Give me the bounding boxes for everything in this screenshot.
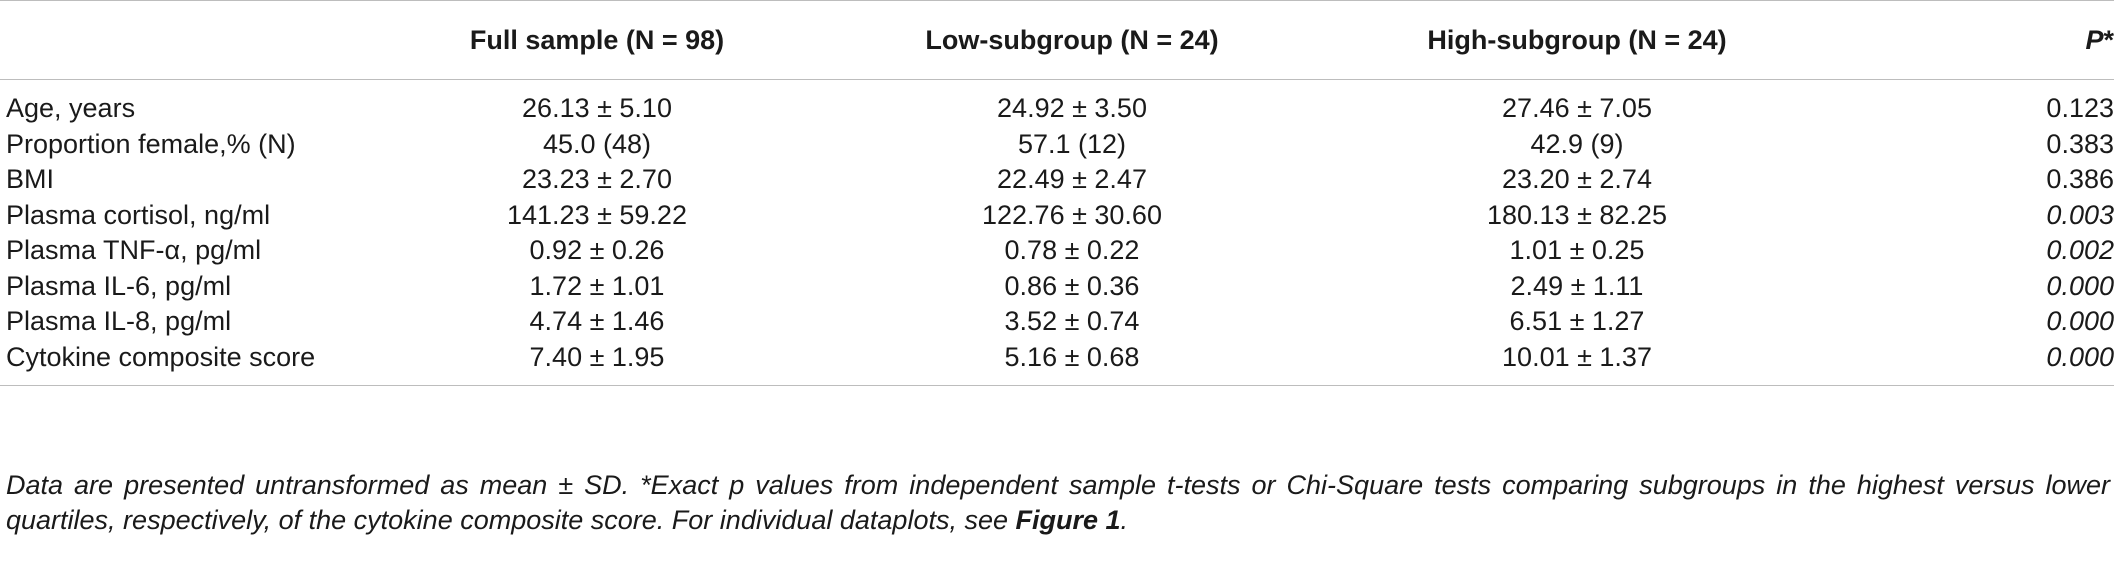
header-p-value: P* <box>1812 0 2114 80</box>
header-full-sample: Full sample (N = 98) <box>392 0 802 80</box>
table-header-row: Full sample (N = 98) Low-subgroup (N = 2… <box>0 0 2114 80</box>
cell-low-subgroup: 0.78 ± 0.22 <box>1004 235 1140 266</box>
cell-high-subgroup: 10.01 ± 1.37 <box>1342 339 1812 386</box>
header-label <box>0 0 392 80</box>
footnote-text: Data are presented untransformed as mean… <box>6 470 2110 535</box>
header-low-subgroup: Low-subgroup (N = 24) <box>802 0 1342 80</box>
cell-low-subgroup: 22.49 ± 2.47 <box>997 164 1147 195</box>
cell-full-sample: 26.13 ± 5.10 <box>522 93 672 124</box>
table-row: Proportion female,% (N) 45.0 (48) 57.1 (12… <box>0 127 2114 163</box>
cell-p-value: 0.003 <box>2046 199 2114 230</box>
table-row: Age, years 26.13 ± 5.10 24.92 ± 3.50 27.46 … <box>0 80 2114 127</box>
cell-high-subgroup: 1.01 ± 0.25 <box>1509 235 1645 266</box>
table-body: Age, years 26.13 ± 5.10 24.92 ± 3.50 27.46 … <box>0 80 2114 386</box>
cell-high-subgroup: 180.13 ± 82.25 <box>1487 199 1667 230</box>
footnote-figure-link[interactable]: Figure 1 <box>1015 505 1121 535</box>
table-row: Cytokine composite score 7.40 ± 1.95 5.16 … <box>0 339 2114 386</box>
row-label: Plasma IL-8, pg/ml <box>6 306 232 337</box>
cell-full-sample: 23.23 ± 2.70 <box>522 164 672 195</box>
cell-full-sample: 0.92 ± 0.26 <box>529 235 665 266</box>
cell-high-subgroup: 42.9 (9) <box>1530 128 1624 159</box>
cell-full-sample: 141.23 ± 59.22 <box>507 199 687 230</box>
row-label: Age, years <box>6 93 136 124</box>
cell-p-value: 0.386 <box>2046 164 2114 195</box>
row-label: Plasma cortisol, ng/ml <box>6 199 271 230</box>
cell-p-value: 0.123 <box>2046 93 2114 124</box>
table-row: Plasma IL-8, pg/ml 4.74 ± 1.46 3.52 ± 0.74… <box>0 304 2114 340</box>
cell-low-subgroup: 57.1 (12) <box>1017 128 1127 159</box>
cell-high-subgroup: 6.51 ± 1.27 <box>1509 306 1645 337</box>
results-table: Full sample (N = 98) Low-subgroup (N = 2… <box>0 0 2114 386</box>
table-row: Plasma cortisol, ng/ml 141.23 ± 59.22 122.… <box>0 198 2114 234</box>
cell-full-sample: 7.40 ± 1.95 <box>392 339 802 386</box>
footnote-end: . <box>1120 505 1129 535</box>
cell-p-value: 0.000 <box>2046 306 2114 337</box>
table-footnote: Data are presented untransformed as mean… <box>6 468 2110 538</box>
row-label: Cytokine composite score <box>0 339 392 386</box>
header-high-subgroup: High-subgroup (N = 24) <box>1342 0 1812 80</box>
cell-p-value: 0.002 <box>2046 235 2114 266</box>
cell-high-subgroup: 27.46 ± 7.05 <box>1502 93 1652 124</box>
table-row: Plasma IL-6, pg/ml 1.72 ± 1.01 0.86 ± 0.36… <box>0 269 2114 305</box>
header-p-star: * <box>2103 24 2114 55</box>
cell-low-subgroup: 5.16 ± 0.68 <box>802 339 1342 386</box>
cell-high-subgroup: 23.20 ± 2.74 <box>1502 164 1652 195</box>
cell-low-subgroup: 3.52 ± 0.74 <box>1004 306 1140 337</box>
cell-full-sample: 45.0 (48) <box>542 128 652 159</box>
cell-full-sample: 4.74 ± 1.46 <box>529 306 665 337</box>
header-p-letter: P <box>2085 24 2104 55</box>
cell-low-subgroup: 24.92 ± 3.50 <box>997 93 1147 124</box>
row-label: Plasma IL-6, pg/ml <box>6 270 232 301</box>
cell-low-subgroup: 122.76 ± 30.60 <box>982 199 1162 230</box>
cell-full-sample: 1.72 ± 1.01 <box>529 270 665 301</box>
cell-p-value: 0.383 <box>2046 128 2114 159</box>
table-row: Plasma TNF-α, pg/ml 0.92 ± 0.26 0.78 ± 0.2… <box>0 233 2114 269</box>
cell-p-value: 0.000 <box>2046 270 2114 301</box>
cell-p-value: 0.000 <box>1812 339 2114 386</box>
row-label: Proportion female,% (N) <box>6 128 296 159</box>
cell-high-subgroup: 2.49 ± 1.11 <box>1510 270 1644 301</box>
table-row: BMI 23.23 ± 2.70 22.49 ± 2.47 23.20 ± 2.74 0… <box>0 162 2114 198</box>
row-label: Plasma TNF-α, pg/ml <box>6 235 262 266</box>
row-label: BMI <box>6 164 55 195</box>
cell-low-subgroup: 0.86 ± 0.36 <box>1004 270 1140 301</box>
